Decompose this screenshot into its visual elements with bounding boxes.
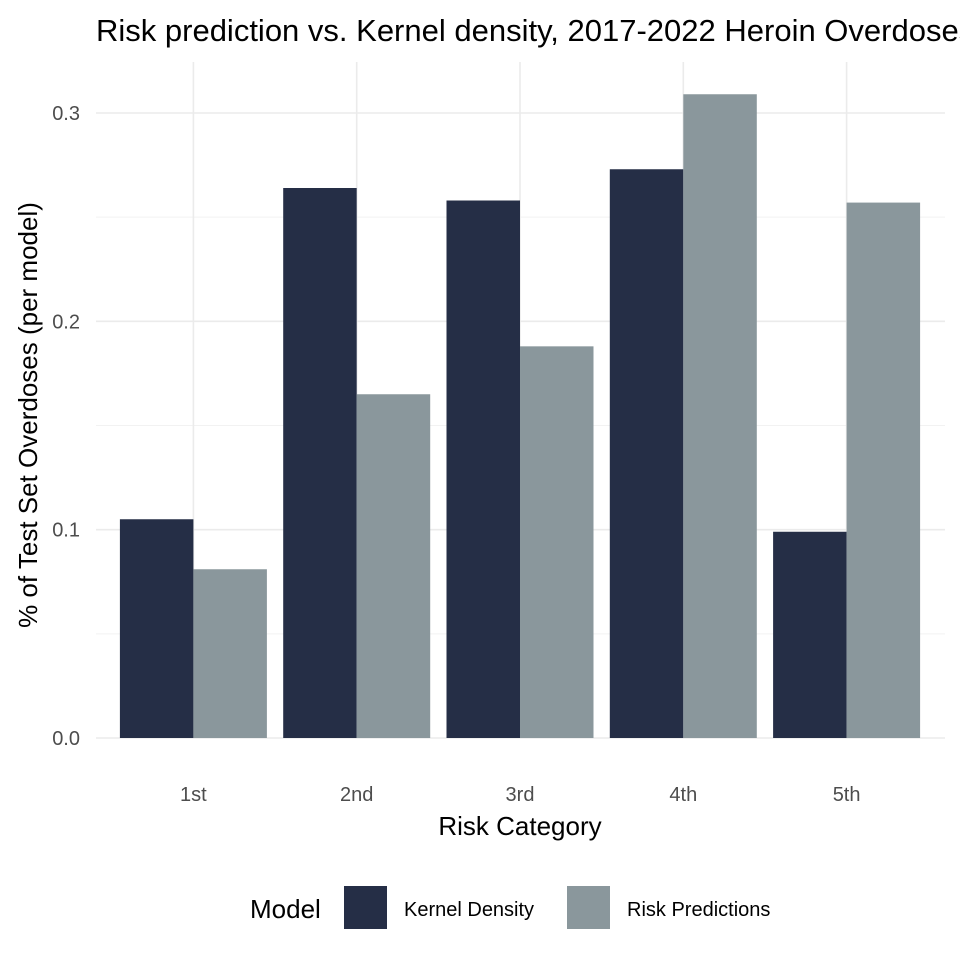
x-tick-label: 2nd <box>340 784 373 806</box>
bar-risk-predictions-3rd <box>520 346 594 738</box>
x-axis-ticks: 1st 2nd 3rd 4th 5th <box>180 784 860 806</box>
bar-risk-predictions-5th <box>846 202 921 739</box>
y-axis-ticks: 0.0 0.1 0.2 0.3 <box>52 103 80 750</box>
x-axis-title: Risk Category <box>438 811 601 841</box>
bar-risk-predictions-4th <box>683 94 757 738</box>
x-tick-label: 3rd <box>506 784 535 806</box>
legend-title: Model <box>250 894 321 924</box>
chart-title: Risk prediction vs. Kernel density, 2017… <box>96 13 960 48</box>
bar-risk-predictions-2nd <box>356 394 431 738</box>
x-tick-label: 4th <box>669 784 697 806</box>
legend: Model Kernel Density Risk Predictions <box>250 886 770 929</box>
bar-risk-predictions-1st <box>193 569 267 738</box>
y-axis-title: % of Test Set Overdoses (per model) <box>13 202 43 628</box>
bar-kernel-density-5th <box>773 531 847 738</box>
y-tick-label: 0.0 <box>52 728 80 750</box>
bar-kernel-density-4th <box>609 169 684 738</box>
bar-kernel-density-3rd <box>446 200 520 738</box>
legend-key-kernel-density <box>344 886 387 929</box>
y-tick-label: 0.2 <box>52 311 80 333</box>
legend-label: Kernel Density <box>404 899 534 921</box>
bar-kernel-density-1st <box>119 519 194 738</box>
bars <box>119 94 921 739</box>
bar-kernel-density-2nd <box>283 188 357 738</box>
legend-key-risk-predictions <box>567 886 610 929</box>
x-tick-label: 5th <box>833 784 861 806</box>
x-tick-label: 1st <box>180 784 207 806</box>
y-tick-label: 0.3 <box>52 103 80 125</box>
legend-label: Risk Predictions <box>627 899 770 921</box>
y-tick-label: 0.1 <box>52 520 80 542</box>
